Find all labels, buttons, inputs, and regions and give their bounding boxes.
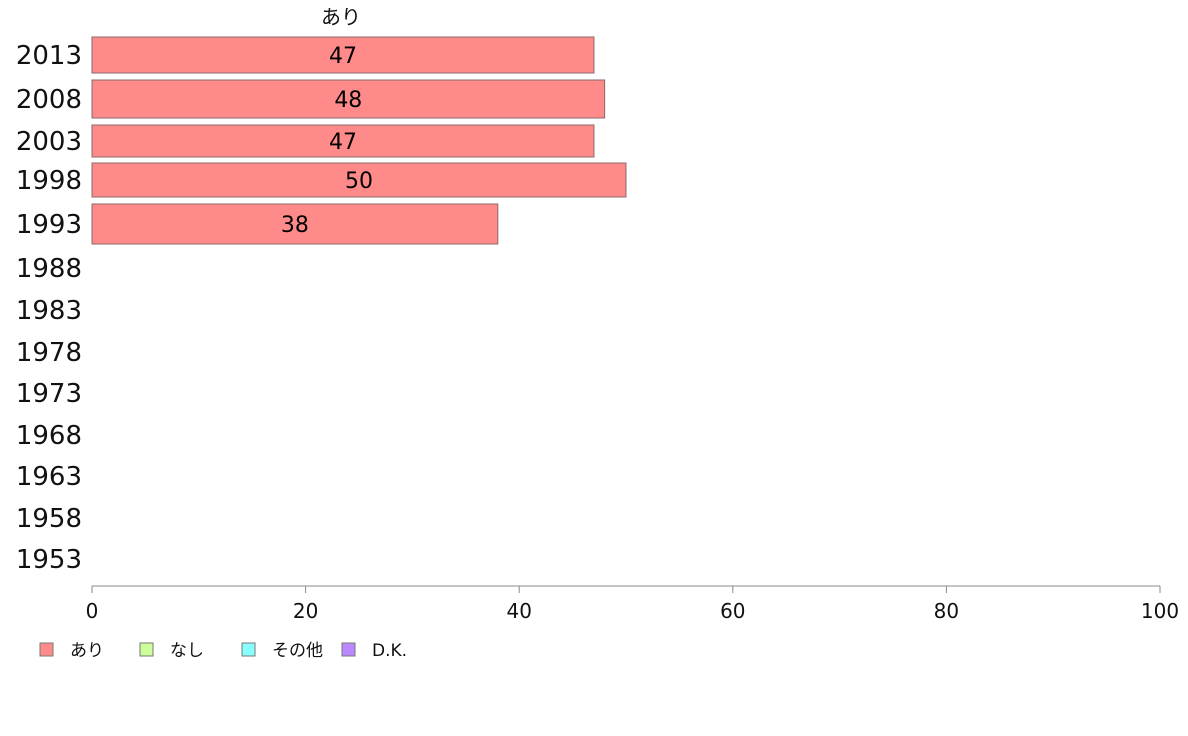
data-label: 38 — [281, 213, 309, 238]
legend-swatch — [139, 642, 154, 657]
x-tick-label: 80 — [934, 599, 959, 623]
data-label: 50 — [345, 169, 373, 194]
bar — [91, 36, 595, 74]
bar — [91, 79, 606, 119]
x-tick-label: 100 — [1141, 599, 1179, 623]
y-tick-label: 1983 — [16, 296, 82, 326]
legend-label: あり — [70, 641, 104, 661]
bar — [91, 124, 595, 158]
y-axis-labels: 2013 2008 2003 1998 1993 1988 1983 1978 1973 1968… — [16, 41, 82, 575]
legend: あり なし その他 D.K. — [39, 641, 407, 661]
legend-swatch — [241, 642, 256, 657]
bar — [91, 203, 499, 245]
bars-group: 47 48 47 50 38 — [91, 36, 627, 245]
x-tick-label: 0 — [86, 599, 99, 623]
bar — [91, 162, 627, 198]
data-label: 47 — [329, 130, 357, 155]
x-tick-label: 40 — [506, 599, 531, 623]
legend-swatch — [341, 642, 356, 657]
y-tick-label: 2008 — [16, 85, 82, 115]
x-tick-label: 60 — [720, 599, 745, 623]
legend-label: なし — [170, 641, 204, 661]
y-tick-label: 1968 — [16, 421, 82, 451]
legend-swatch — [39, 642, 54, 657]
y-tick-label: 1958 — [16, 504, 82, 534]
y-tick-label: 1973 — [16, 379, 82, 409]
y-tick-label: 2003 — [16, 127, 82, 157]
legend-label: その他 — [272, 641, 323, 661]
y-tick-label: 1998 — [16, 166, 82, 196]
y-tick-label: 1963 — [16, 462, 82, 492]
legend-label: D.K. — [372, 641, 407, 661]
y-tick-label: 1978 — [16, 338, 82, 368]
x-axis: 0 20 40 60 80 100 — [86, 585, 1179, 623]
y-tick-label: 1988 — [16, 254, 82, 284]
y-tick-label: 1993 — [16, 210, 82, 240]
x-tick-label: 20 — [293, 599, 318, 623]
y-tick-label: 2013 — [16, 41, 82, 71]
series-top-label: あり — [321, 5, 361, 29]
data-label: 47 — [329, 44, 357, 69]
data-label: 48 — [334, 88, 362, 113]
y-tick-label: 1953 — [16, 545, 82, 575]
